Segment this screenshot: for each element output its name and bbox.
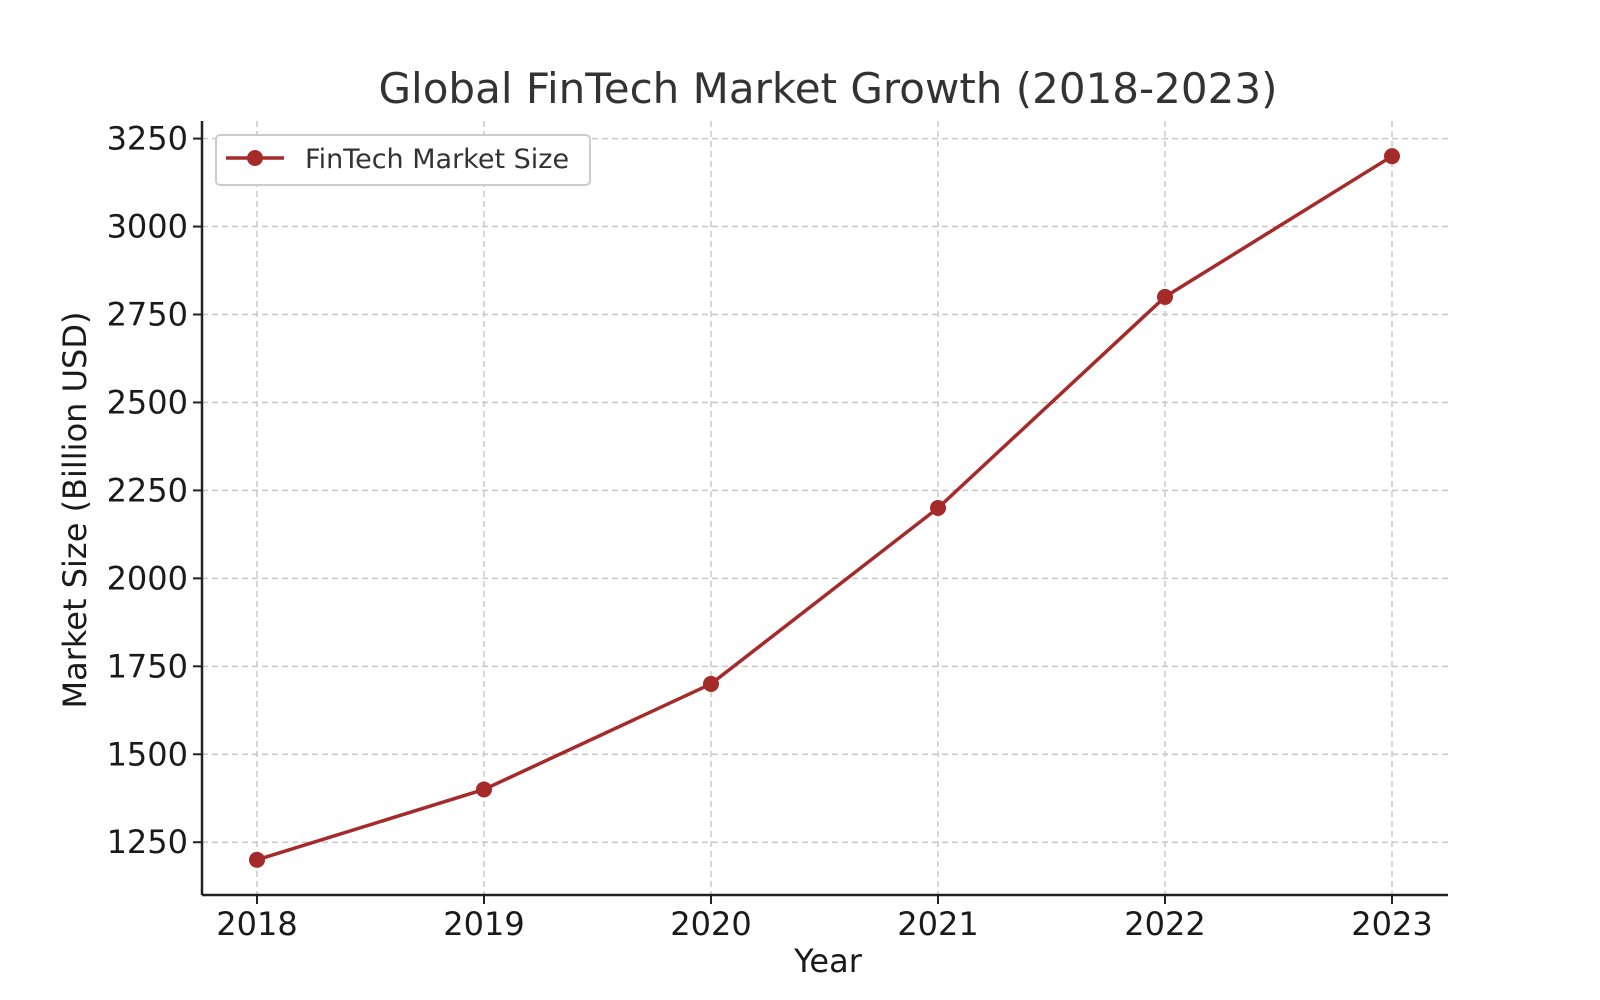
grid	[202, 121, 1448, 895]
axes	[200, 121, 1448, 897]
y-tick-label: 1250	[107, 823, 188, 861]
y-tick-label: 1500	[107, 735, 188, 773]
y-tick-label: 3250	[107, 120, 188, 158]
data-point	[1384, 148, 1400, 165]
x-tick-label: 2018	[216, 905, 297, 943]
y-tick-label: 3000	[107, 208, 188, 246]
x-axis-ticks: 2018 2019 2020 2021 2022 2023	[216, 895, 1433, 943]
series-line-0	[256, 154, 1393, 862]
y-axis-label: Market Size (Billion USD)	[56, 312, 94, 709]
data-point	[476, 781, 492, 798]
data-point	[249, 851, 265, 868]
x-tick-label: 2019	[443, 905, 524, 943]
legend: FinTech Market Size	[215, 134, 591, 186]
data-point	[930, 500, 946, 516]
x-tick-label: 2023	[1351, 905, 1432, 943]
y-tick-label: 1750	[107, 647, 188, 685]
x-tick-label: 2021	[897, 905, 978, 943]
y-tick-label: 2500	[107, 383, 188, 421]
legend-box	[215, 134, 591, 186]
y-tick-label: 2750	[107, 296, 188, 334]
legend-label: FinTech Market Size	[305, 144, 569, 175]
data-point	[1157, 288, 1173, 305]
plot-area	[249, 148, 1400, 868]
x-tick-label: 2020	[670, 905, 751, 943]
x-tick-label: 2022	[1124, 905, 1205, 943]
chart-title: Global FinTech Market Growth (2018-2023)	[379, 64, 1278, 113]
x-axis-label: Year	[793, 942, 863, 980]
y-axis-ticks: 1250 1500 1750 2000 2250 2500 2750 3000 3250	[107, 120, 202, 861]
y-tick-label: 2250	[107, 471, 188, 509]
data-point	[703, 675, 719, 692]
y-tick-label: 2000	[107, 559, 188, 597]
legend-point-marker	[247, 150, 263, 166]
